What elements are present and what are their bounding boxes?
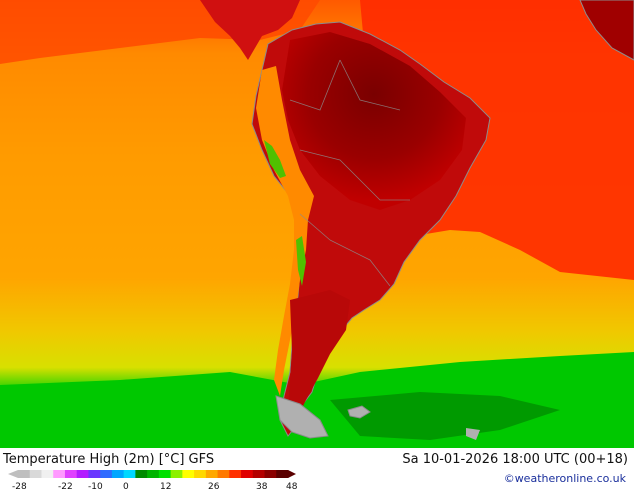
legend-swatch [147,470,160,478]
legend-swatch [264,470,277,478]
legend-swatch [41,470,54,478]
legend-tick-label: 38 [256,482,268,490]
legend-tick-label: -22 [58,482,73,490]
legend-swatch [88,470,101,478]
legend-swatch [217,470,230,478]
central-america [200,0,300,60]
map-title: Temperature High (2m) [°C] GFS [3,452,215,467]
legend-arrow-right [288,470,296,478]
west-africa [579,0,634,61]
antarctic-peninsula [466,428,480,440]
legend-swatch [29,470,42,478]
legend-swatch [76,470,89,478]
country-borders [289,59,410,287]
legend-tick-label: -28 [12,482,27,490]
map-datetime: Sa 10-01-2026 18:00 UTC (00+18) [402,452,628,467]
temperature-map [0,0,634,448]
patagonia [288,290,350,420]
legend-tick-label: 26 [208,482,220,490]
legend-tick-label: -10 [88,482,103,490]
andes-green-patch [264,140,286,178]
andes-green-patch-south [296,236,306,286]
legend-swatch [276,470,289,478]
legend-swatch [241,470,254,478]
tierra-del-fuego [275,395,329,439]
legend-swatch [18,470,31,478]
legend-swatch [229,470,242,478]
legend-tick-label: 48 [286,482,298,490]
legend-tick-label: 12 [160,482,171,490]
southern-ocean-colder [330,392,560,440]
amazon-hot-core [282,32,466,210]
legend-swatch [170,470,183,478]
legend-swatch [158,470,172,478]
legend-swatch [53,470,66,478]
legend-swatch [182,470,195,478]
color-scale-legend: -28 -22 -10 0 12 26 38 48 [8,470,298,490]
legend-swatch [135,470,148,478]
credit-link[interactable]: ©weatheronline.co.uk [503,472,626,485]
legend-swatch [252,470,266,478]
legend-swatch [123,470,136,478]
legend-swatch [111,470,125,478]
legend-tick-label: 0 [123,482,129,490]
legend-swatch [205,470,219,478]
legend-arrow-left [8,470,18,478]
legend-swatch [64,470,78,478]
legend-bar [0,448,634,490]
legend-swatch [100,470,113,478]
falkland-islands [347,405,371,419]
legend-swatch [194,470,207,478]
